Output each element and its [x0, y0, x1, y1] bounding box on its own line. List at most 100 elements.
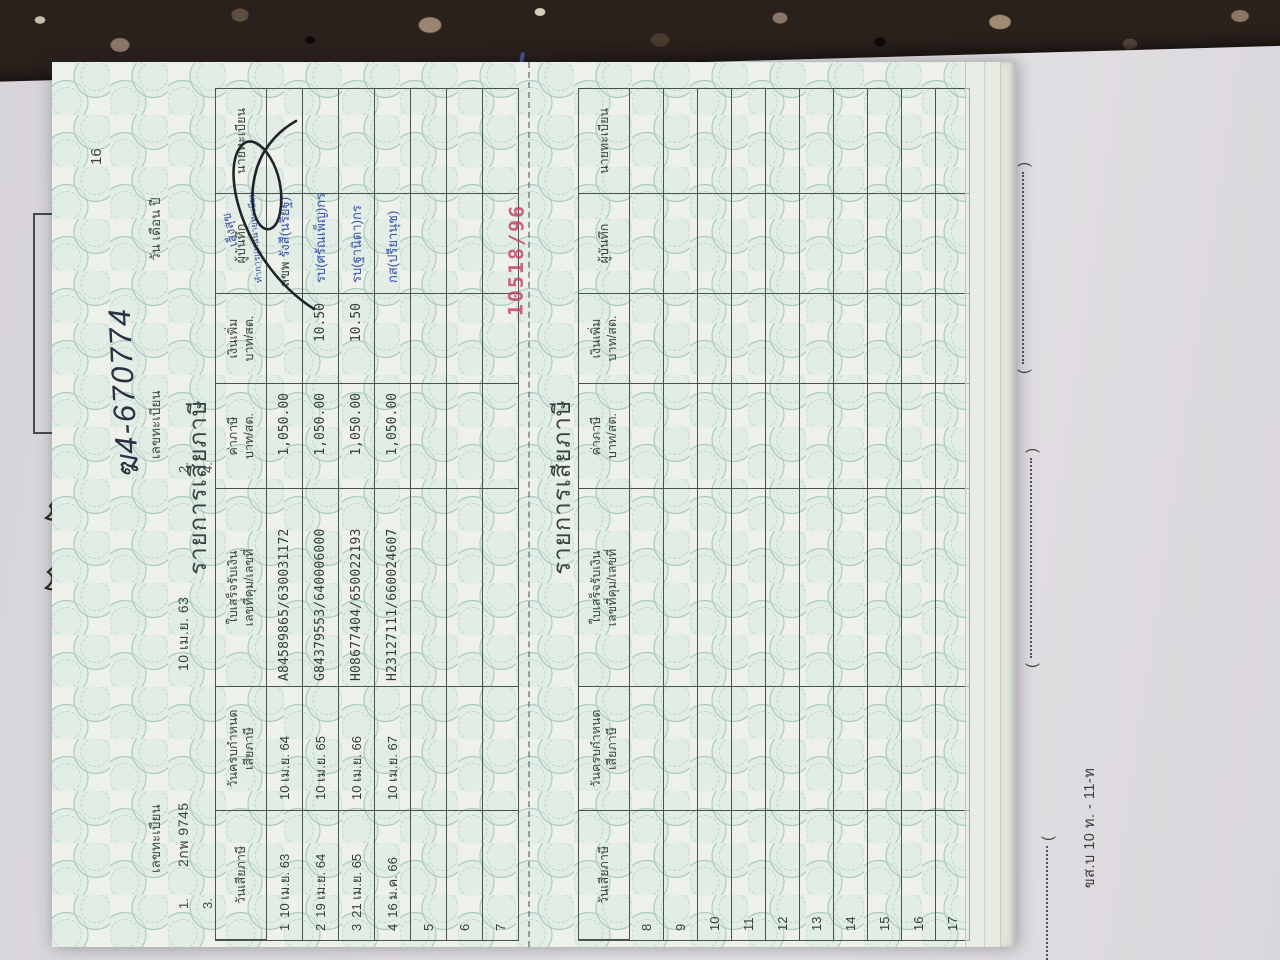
column-header: วันครบกำหนด เสียภาษี: [579, 687, 629, 811]
cell-tax-amount: [698, 384, 731, 489]
cell-receipt-number: H23127111/660024607: [375, 489, 410, 687]
cell-tax-amount: [868, 384, 901, 489]
cell-recorder: [698, 194, 731, 294]
cell-receipt-number: [800, 489, 833, 687]
page-title: รายการเสียภาษี: [549, 399, 576, 575]
cell-due-date: [732, 687, 765, 811]
cell-recorder: [447, 194, 482, 294]
table-row: 16: [901, 89, 935, 940]
parenthesis-mark: (: [1039, 836, 1057, 841]
cell-recorder: [732, 194, 765, 294]
table-row: 9: [663, 89, 697, 940]
table-row: 13: [799, 89, 833, 940]
cell-tax-date: 11: [741, 917, 756, 932]
cell-due-date: [834, 687, 867, 811]
cell-recorder: [800, 194, 833, 294]
cell-tax-date: 8: [639, 923, 654, 931]
cell-tax-date: 15: [877, 916, 892, 931]
table-row: 10: [697, 89, 731, 940]
table-row: 4 16 ม.ค. 66 10 เม.ย. 67 H23127111/660024…: [374, 89, 410, 940]
cell-due-date: [411, 687, 446, 811]
cell-tax-date: 9: [673, 923, 688, 931]
cell-registrar: [766, 89, 799, 194]
table-header-row: วันเสียภาษี วันครบกำหนด เสียภาษี ใบเสร็จร…: [579, 89, 629, 940]
cell-surcharge: [732, 294, 765, 384]
cell-recorder: กส(ปรียานุช): [375, 194, 410, 294]
cell-tax-amount: 1,050.00: [339, 384, 374, 489]
cell-tax-date: 2 19 เม.ย. 64: [313, 853, 328, 931]
date-label: วัน เดือน ปี: [148, 197, 163, 261]
column-header: ค่าภาษี บาท/สต.: [579, 384, 629, 489]
cell-surcharge: [375, 294, 410, 384]
column-header: วันเสียภาษี: [216, 811, 266, 940]
parenthesis-mark: ): [1023, 448, 1041, 453]
cell-due-date: [800, 687, 833, 811]
cell-tax-amount: [664, 384, 697, 489]
cell-surcharge: [447, 294, 482, 384]
cell-receipt-number: [834, 489, 867, 687]
cell-due-date: 10 เม.ย. 67: [375, 687, 410, 811]
column-header: ใบเสร็จรับเงิน เลขที่คุม/เลขที่: [579, 489, 629, 687]
cell-tax-amount: [800, 384, 833, 489]
cell-tax-amount: 1,050.00: [375, 384, 410, 489]
registrar-signature: [232, 119, 316, 311]
cell-registrar: [902, 89, 935, 194]
cell-surcharge: [834, 294, 867, 384]
table-row: 15: [867, 89, 901, 940]
cell-tax-date: 10: [707, 916, 722, 931]
cell-surcharge: [800, 294, 833, 384]
cell-receipt-number: [411, 489, 446, 687]
cell-registrar: [411, 89, 446, 194]
cell-registrar: [698, 89, 731, 194]
cell-surcharge: [698, 294, 731, 384]
cell-due-date: [902, 687, 935, 811]
cell-receipt-number: [766, 489, 799, 687]
cell-due-date: [766, 687, 799, 811]
cell-registrar: [339, 89, 374, 194]
table-row: 8: [629, 89, 663, 940]
cell-due-date: 10 เม.ย. 66: [339, 687, 374, 811]
cell-surcharge: [630, 294, 663, 384]
cell-tax-amount: [483, 384, 518, 489]
cell-tax-amount: [732, 384, 765, 489]
cell-due-date: [664, 687, 697, 811]
cell-due-date: [447, 687, 482, 811]
column-header: ผู้บันทึก: [579, 194, 629, 294]
cell-tax-date: 14: [843, 916, 858, 931]
cell-tax-date: 3 21 เม.ย. 65: [349, 853, 364, 931]
cell-tax-amount: [834, 384, 867, 489]
registration-date-value: 10 เม.ย. 63: [175, 596, 191, 671]
item-1: 1.: [176, 898, 191, 909]
cell-registrar: [868, 89, 901, 194]
signature-dotted-line: ) (: [1024, 448, 1048, 668]
cell-receipt-number: [630, 489, 663, 687]
cell-tax-amount: 1,050.00: [267, 384, 302, 489]
cell-receipt-number: H08677404/650022193: [339, 489, 374, 687]
gutter-control-stamp: 10518/96: [503, 203, 529, 317]
cell-due-date: 10 เม.ย. 64: [267, 687, 302, 811]
cell-tax-date: 4 16 ม.ค. 66: [385, 857, 400, 931]
signature-dotted-line: (: [1040, 836, 1064, 960]
registration-book-spread: 16 ฆ4-670774 เลขทะเบียน เลขทะเบียน วัน เ…: [52, 62, 1016, 947]
cell-registrar: [447, 89, 482, 194]
table-row: 14: [833, 89, 867, 940]
column-header: ใบเสร็จรับเงิน เลขที่คุม/เลขที่: [216, 489, 266, 687]
column-header: นายทะเบียน: [579, 89, 629, 194]
cell-recorder: [766, 194, 799, 294]
cell-tax-amount: [902, 384, 935, 489]
reg-number-label-left: เลขทะเบียน: [148, 804, 163, 873]
cell-due-date: [868, 687, 901, 811]
cell-receipt-number: [902, 489, 935, 687]
parenthesis-mark: (: [1023, 663, 1041, 668]
cell-surcharge: 10.50: [339, 294, 374, 384]
cell-recorder: [411, 194, 446, 294]
page-16: 16 ฆ4-670774 เลขทะเบียน เลขทะเบียน วัน เ…: [52, 62, 530, 947]
cell-receipt-number: [732, 489, 765, 687]
column-header: วันครบกำหนด เสียภาษี: [216, 687, 266, 811]
cell-tax-date: 16: [911, 916, 926, 931]
page-title: รายการเสียภาษี: [185, 399, 212, 575]
page-17: รายการเสียภาษี วันเสียภาษี วันครบกำหนด เส…: [530, 62, 970, 947]
table-row: 6: [446, 89, 482, 940]
cell-receipt-number: [868, 489, 901, 687]
